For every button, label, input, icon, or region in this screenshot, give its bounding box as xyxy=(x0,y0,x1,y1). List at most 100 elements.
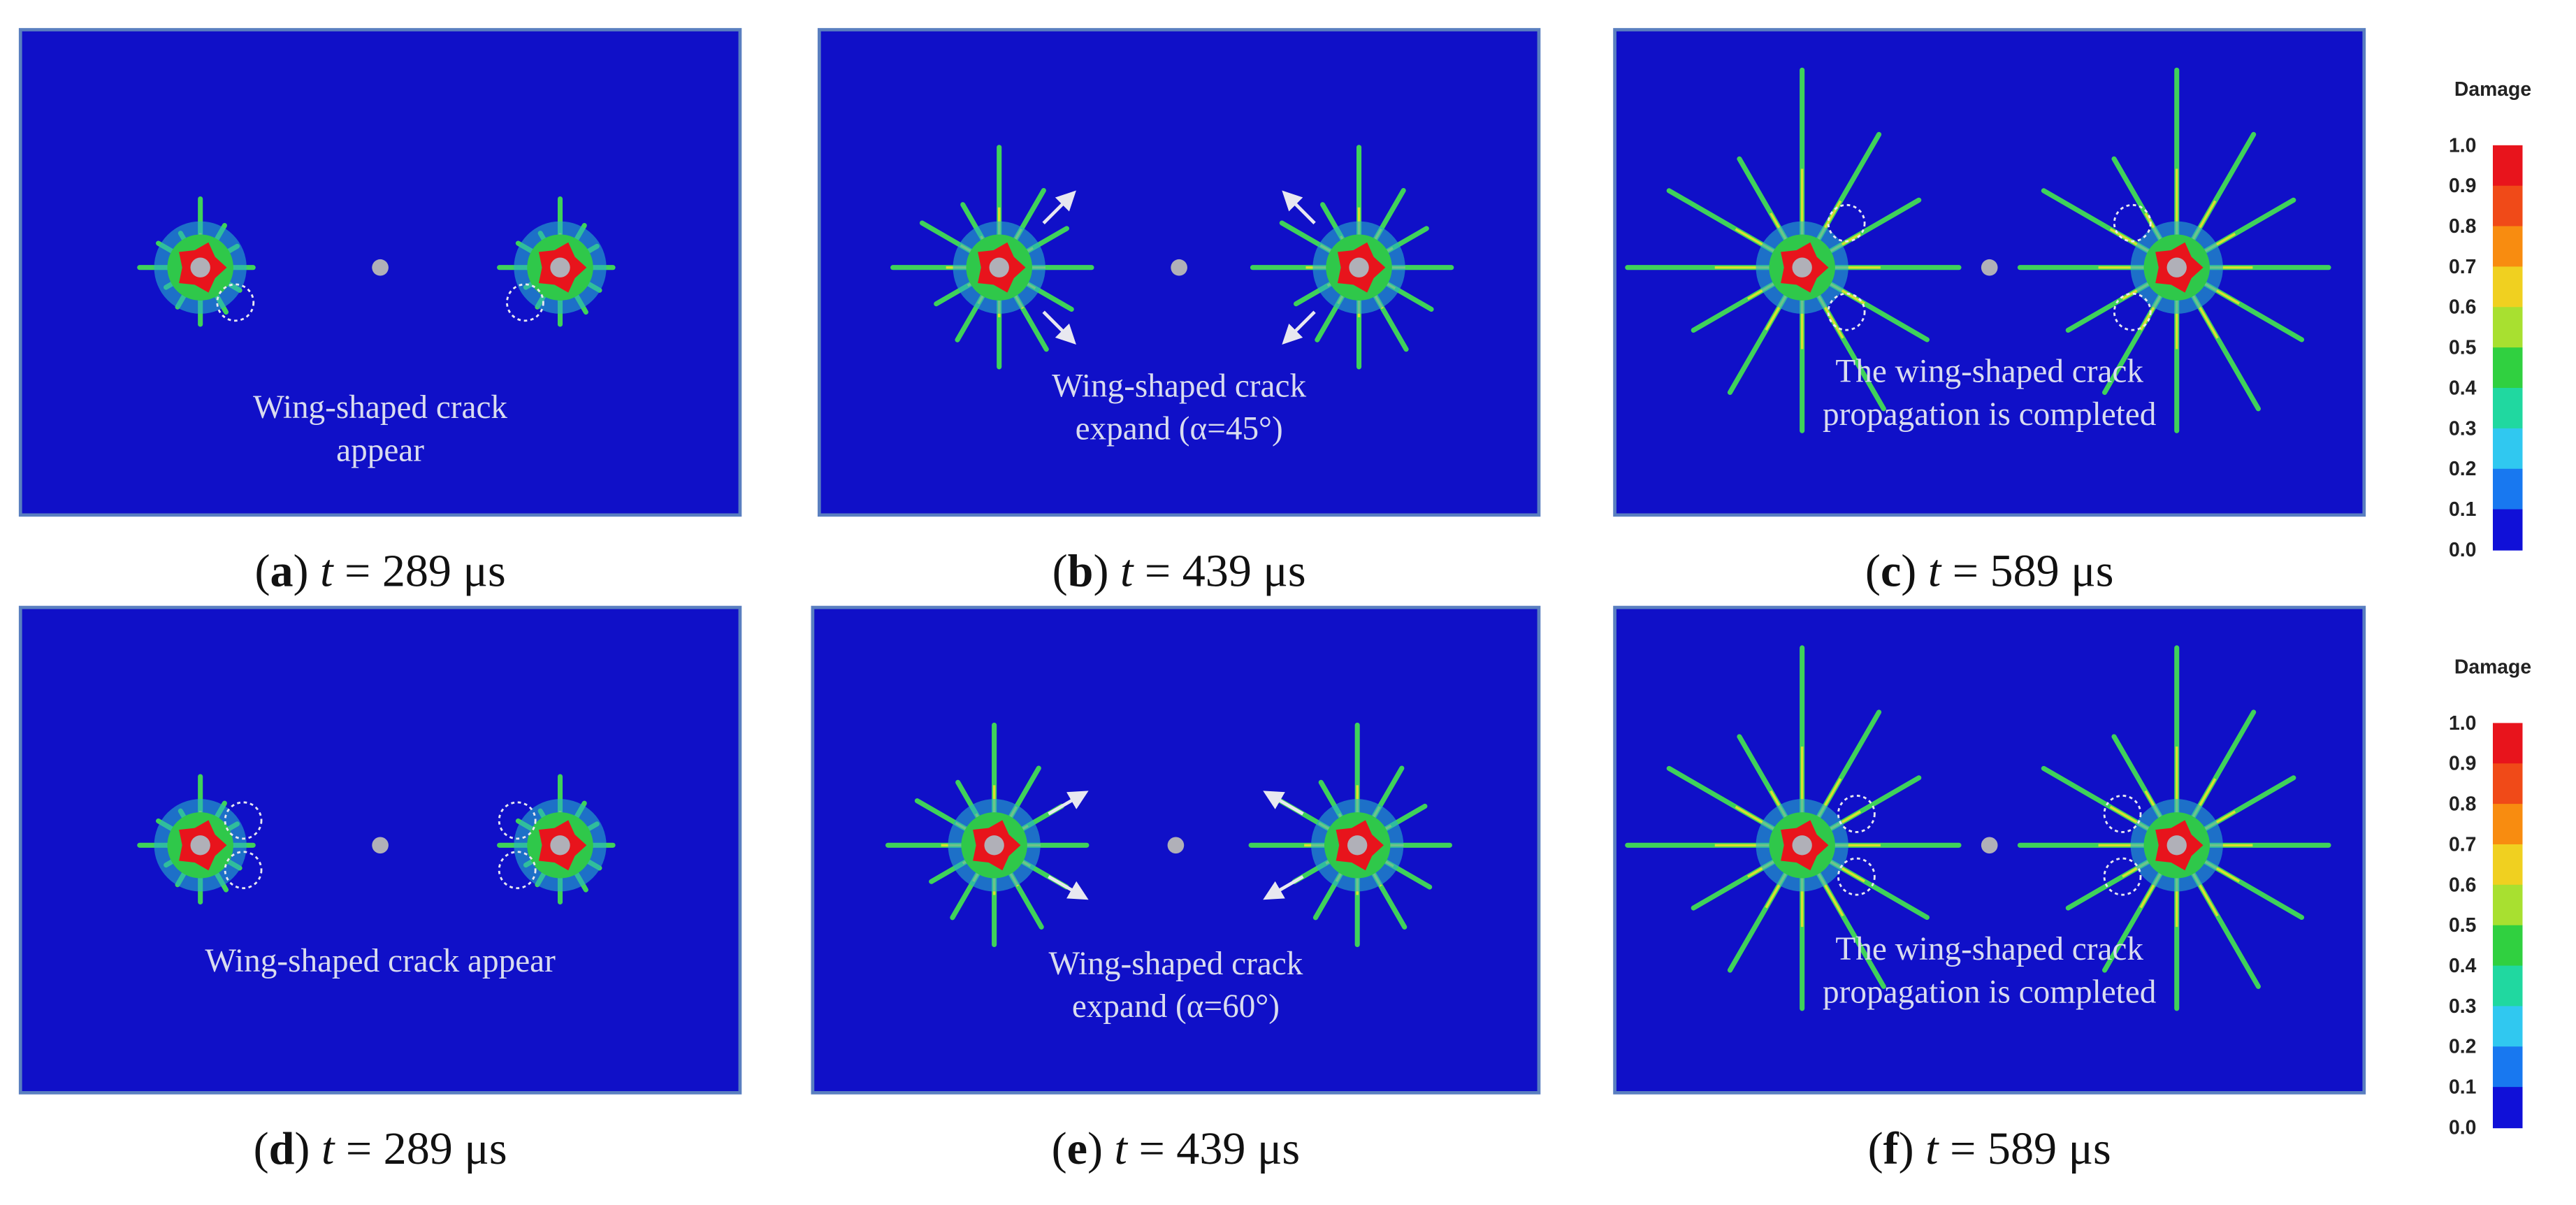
colorbar-tick-label: 0.7 xyxy=(2449,256,2476,278)
annotation: Wing-shaped crack appear xyxy=(205,943,556,979)
dashed-circle xyxy=(1827,203,1866,243)
panel: Wing-shaped crack expand (α=60°) xyxy=(811,605,1541,1095)
center-hole xyxy=(1981,837,1998,854)
dashed-circle xyxy=(224,851,263,890)
annotation: expand (α=60°) xyxy=(1072,988,1280,1025)
colorbar-band xyxy=(2493,965,2523,1007)
colorbar-tick-label: 0.2 xyxy=(2449,1036,2476,1058)
arrow xyxy=(1048,791,1089,816)
panel: Wing-shaped crack appear xyxy=(18,605,742,1095)
colorbar-tick-label: 0.5 xyxy=(2449,337,2476,359)
colorbar-band xyxy=(2493,925,2523,967)
colorbar-band xyxy=(2493,387,2523,430)
center-hole xyxy=(372,837,389,854)
dashed-circle xyxy=(498,801,537,840)
panel: The wing-shaped crack propagation is comp… xyxy=(1613,28,2366,517)
colorbar-tick-label: 0.9 xyxy=(2449,753,2476,775)
caption-letter: d xyxy=(269,1123,295,1174)
dashed-circle xyxy=(2103,795,2142,833)
colorbar-tick-label: 0.6 xyxy=(2449,296,2476,319)
arrow xyxy=(1263,791,1304,816)
caption-value: = 289 μs xyxy=(346,1123,507,1174)
caption: (e) t = 439 μs xyxy=(1052,1123,1300,1174)
caption-value: = 589 μs xyxy=(1953,545,2114,596)
caption-variable: t xyxy=(1115,1123,1129,1174)
colorbar-tick-label: 0.3 xyxy=(2449,995,2476,1018)
arrow xyxy=(1282,190,1316,224)
blast-hole xyxy=(550,257,570,277)
colorbar-tick-label: 0.0 xyxy=(2449,539,2476,561)
dashed-circle xyxy=(498,851,537,890)
colorbar-band xyxy=(2493,307,2523,349)
colorbar-title: Damage xyxy=(2454,656,2531,679)
colorbar-tick-label: 0.3 xyxy=(2449,417,2476,440)
dashed-circle xyxy=(216,283,255,322)
colorbar-tick-label: 0.0 xyxy=(2449,1116,2476,1139)
center-hole xyxy=(372,259,389,276)
dashed-circle xyxy=(2103,857,2142,896)
colorbar-tick-label: 0.1 xyxy=(2449,1076,2476,1099)
colorbar-band xyxy=(2493,468,2523,510)
annotation: appear xyxy=(336,432,424,468)
dashed-circle xyxy=(506,283,544,322)
annotation: propagation is completed xyxy=(1823,974,2157,1010)
caption-letter: b xyxy=(1068,545,1094,596)
colorbar-band xyxy=(2493,266,2523,308)
colorbar-tick-label: 0.4 xyxy=(2449,377,2477,399)
colorbar-band xyxy=(2493,763,2523,805)
colorbar-tick-label: 1.0 xyxy=(2449,712,2476,735)
blast-hole xyxy=(1349,257,1369,277)
blast-hole xyxy=(2166,257,2187,277)
caption-variable: t xyxy=(1928,545,1942,596)
colorbar-band xyxy=(2493,1046,2523,1088)
caption-value: = 439 μs xyxy=(1145,545,1306,596)
arrow xyxy=(1282,310,1316,345)
blast-hole xyxy=(190,835,210,856)
caption-letter: e xyxy=(1067,1123,1087,1174)
colorbar-tick-label: 0.6 xyxy=(2449,874,2476,896)
colorbar-title: Damage xyxy=(2454,78,2531,101)
caption: (b) t = 439 μs xyxy=(1052,545,1306,596)
center-hole xyxy=(1171,259,1187,276)
caption-variable: t xyxy=(321,1123,335,1174)
colorbar-tick-label: 1.0 xyxy=(2449,134,2476,157)
colorbar-band xyxy=(2493,723,2523,765)
colorbar-band xyxy=(2493,509,2523,551)
annotation: propagation is completed xyxy=(1823,396,2157,433)
caption-variable: t xyxy=(1925,1123,1939,1174)
colorbar-band xyxy=(2493,185,2523,227)
caption-variable: t xyxy=(320,545,334,596)
panel: Wing-shaped crack expand (α=45°) xyxy=(817,28,1541,517)
caption-value: = 439 μs xyxy=(1138,1123,1300,1174)
center-hole xyxy=(1167,837,1185,854)
colorbar-tick-label: 0.2 xyxy=(2449,458,2476,480)
panel: Wing-shaped crack appear xyxy=(18,28,742,517)
colorbar-tick-label: 0.8 xyxy=(2449,215,2476,238)
caption-letter: c xyxy=(1881,545,1901,596)
dashed-circle xyxy=(224,801,263,840)
arrow xyxy=(1048,875,1089,900)
colorbar-tick-label: 0.9 xyxy=(2449,175,2476,197)
caption-letter: a xyxy=(270,545,294,596)
blast-hole xyxy=(984,835,1004,856)
caption: (a) t = 289 μs xyxy=(254,545,505,596)
blast-hole xyxy=(989,257,1009,277)
blast-hole xyxy=(550,835,570,856)
arrow xyxy=(1042,190,1076,224)
colorbar-tick-label: 0.4 xyxy=(2449,955,2477,977)
colorbar-tick-label: 0.7 xyxy=(2449,833,2476,856)
caption: (f) t = 589 μs xyxy=(1868,1123,2111,1174)
annotation: Wing-shaped crack xyxy=(1052,368,1306,404)
colorbar-tick-label: 0.1 xyxy=(2449,498,2476,521)
blast-hole xyxy=(1347,835,1368,856)
annotation: Wing-shaped crack xyxy=(1048,946,1303,982)
colorbar-band xyxy=(2493,226,2523,268)
colorbar-band xyxy=(2493,145,2523,187)
colorbar-band xyxy=(2493,804,2523,846)
annotation: The wing-shaped crack xyxy=(1835,353,2143,389)
colorbar-tick-label: 0.5 xyxy=(2449,914,2476,937)
dashed-circle xyxy=(1837,857,1876,896)
arrow xyxy=(1042,310,1076,345)
panel: The wing-shaped crack propagation is comp… xyxy=(1613,605,2366,1095)
